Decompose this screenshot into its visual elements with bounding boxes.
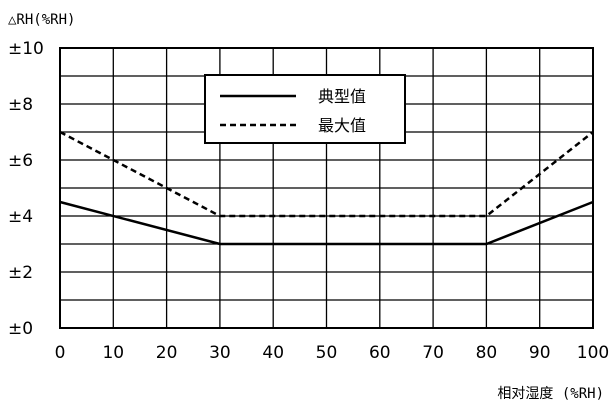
y-tick-label: ±2 — [8, 263, 33, 283]
y-tick-label: ±6 — [8, 151, 33, 171]
legend: 典型值 最大值 — [205, 75, 405, 143]
x-axis-label: 相对湿度 (%RH) — [497, 386, 604, 402]
x-tick-label: 0 — [55, 343, 66, 363]
x-tick-label: 50 — [316, 343, 338, 363]
x-tick-label: 80 — [476, 343, 498, 363]
y-tick-label: ±8 — [8, 95, 33, 115]
x-tick-label: 20 — [156, 343, 178, 363]
x-tick-label: 30 — [209, 343, 231, 363]
x-tick-label: 100 — [577, 343, 609, 363]
legend-label-max: 最大值 — [318, 116, 366, 135]
x-tick-label: 60 — [369, 343, 391, 363]
x-tick-label: 40 — [262, 343, 284, 363]
legend-box — [205, 75, 405, 143]
y-tick-label: ±10 — [8, 39, 44, 59]
y-axis-label: △RH(%RH) — [8, 12, 75, 28]
legend-label-typical: 典型值 — [318, 87, 366, 106]
x-tick-label: 10 — [102, 343, 124, 363]
y-tick-label: ±0 — [8, 319, 33, 339]
x-tick-label: 70 — [422, 343, 444, 363]
y-tick-label: ±4 — [8, 207, 33, 227]
x-tick-label: 90 — [529, 343, 551, 363]
